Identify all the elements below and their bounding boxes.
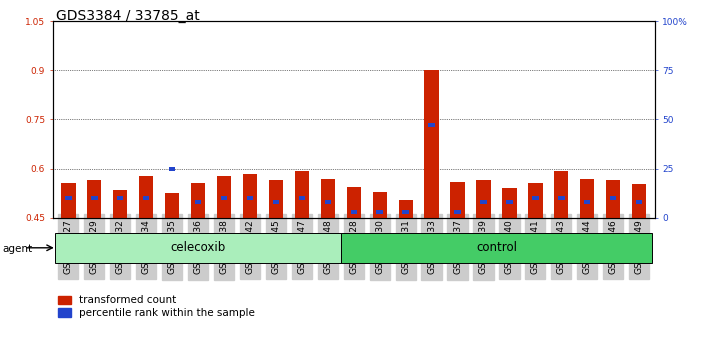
Bar [451,182,465,218]
Text: control: control [476,241,517,254]
Bar [454,210,460,214]
Bar [272,200,279,204]
Bar [117,196,123,200]
Bar [398,200,413,218]
Bar [143,196,149,200]
Bar [477,180,491,218]
Bar [428,124,435,127]
Bar [325,200,331,204]
Bar [346,187,361,218]
Bar [480,200,486,204]
Bar [584,200,591,204]
Bar [65,196,72,200]
Bar [87,180,101,218]
Bar [91,196,98,200]
Bar [191,183,206,218]
Bar [506,200,513,204]
Bar [606,180,620,218]
FancyBboxPatch shape [341,233,652,263]
Bar [113,190,127,218]
Bar [580,179,594,218]
Bar [632,184,646,218]
Bar [247,196,253,200]
Bar [221,196,227,200]
Bar [298,196,305,200]
Bar [532,196,539,200]
Bar [269,180,283,218]
Bar [243,173,257,218]
Bar [169,167,175,171]
Bar [295,171,309,218]
Text: agent: agent [2,244,32,254]
Bar [377,210,383,214]
Bar [372,192,386,218]
Bar [502,188,517,218]
Text: celecoxib: celecoxib [170,241,226,254]
Bar [195,200,201,204]
Bar [528,183,543,218]
Bar [321,179,335,218]
Bar [351,210,357,214]
Bar [636,200,642,204]
Bar [217,176,231,218]
Legend: transformed count, percentile rank within the sample: transformed count, percentile rank withi… [58,296,255,318]
Bar [554,171,568,218]
Text: GDS3384 / 33785_at: GDS3384 / 33785_at [56,9,200,23]
Bar [139,176,153,218]
Bar [165,193,180,218]
Bar [558,196,565,200]
Bar [610,196,617,200]
FancyBboxPatch shape [56,233,341,263]
Bar [403,210,409,214]
Bar [61,183,75,218]
Bar [425,70,439,218]
